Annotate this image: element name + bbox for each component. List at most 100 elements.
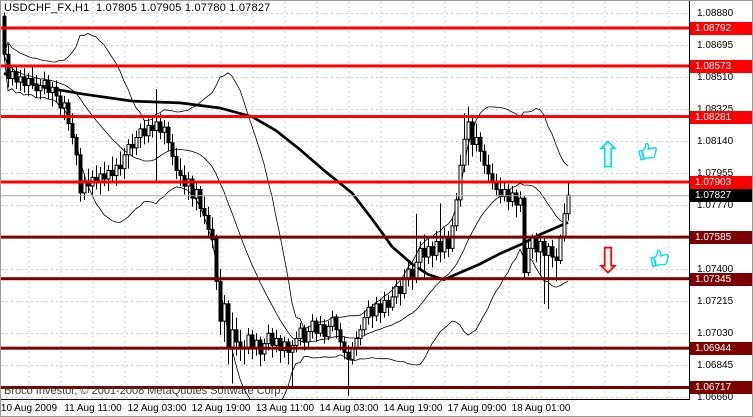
candle [470,121,475,145]
candle [318,324,323,334]
price-axis[interactable]: 1.08880 1.08695 1.08510 1.08325 1.08140 1.079… [690,1,752,403]
candles-layer [2,12,571,396]
candle [482,150,487,166]
candle [62,102,67,109]
candle [526,247,531,274]
candle [306,331,311,343]
candle [386,299,391,308]
candle [322,324,327,338]
level-line-resistance[interactable] [1,180,690,184]
down-arrow-icon[interactable]: ⇩ [593,241,623,282]
candle [314,320,319,334]
candle [18,76,23,83]
candle [10,71,15,80]
candle [230,329,235,348]
level-line-resistance[interactable] [1,26,690,30]
candle [438,240,443,253]
candle [142,128,147,137]
level-line-resistance[interactable] [1,64,690,68]
price-tick-label: 1.06660 [697,392,734,403]
candle [466,121,471,140]
thumbs-up-icon[interactable] [650,249,670,268]
candle [390,296,395,308]
candle [454,199,459,227]
price-tick-label: 1.07215 [697,296,734,307]
candle [382,299,387,313]
price-tick-label: 1.08880 [697,8,734,19]
candle [206,214,211,230]
level-price-label: 1.07345 [690,273,752,286]
candle [478,137,483,152]
level-price-label: 1.08792 [690,22,752,35]
candle [358,329,363,339]
candle [110,169,115,177]
candle [366,306,371,319]
level-price-label: 1.06717 [690,381,752,394]
candle [538,240,543,253]
candle [446,237,451,249]
candle [54,86,59,97]
time-tick-label: 12 Aug 03:00 [127,403,187,414]
level-line-support[interactable] [1,385,690,389]
candle [210,228,215,241]
level-price-label: 1.08281 [690,111,752,124]
candle [554,256,559,262]
candle [14,71,19,83]
candle [474,137,479,145]
up-arrow-icon[interactable]: ⇧ [593,135,623,176]
candle [154,121,159,132]
candle [298,327,303,339]
candle [30,78,35,85]
thumbs-up-icon[interactable] [638,142,658,161]
candle [334,317,339,331]
price-tick-label: 1.07770 [697,200,734,211]
time-tick-label: 14 Aug 03:00 [319,403,379,414]
candle [222,303,227,322]
candle [214,237,219,282]
candle [42,79,47,87]
candle [190,178,195,199]
price-tick-label: 1.07955 [697,168,734,179]
candle [126,143,131,156]
candle [502,188,507,197]
candle [422,247,427,258]
candle [282,341,287,352]
candle [486,164,491,175]
candle [202,208,207,216]
candle [66,102,71,125]
price-tick-label: 1.06845 [697,360,734,371]
level-line-support[interactable] [1,346,690,350]
candle [550,246,555,258]
thick-ma-line[interactable] [3,72,569,281]
time-tick-label: 11 Aug 11:00 [64,403,122,414]
current-price-label: 1.07827 [690,189,752,202]
candle [346,351,351,360]
level-price-label: 1.07903 [690,176,752,189]
price-tick-label: 1.08695 [697,40,734,51]
candle [198,188,203,210]
candle [38,85,43,92]
level-line-support[interactable] [1,235,690,239]
time-axis[interactable]: 10 Aug 2009 11 Aug 11:00 12 Aug 03:00 12 Au… [1,400,752,416]
candle [562,213,567,239]
level-line-support[interactable] [1,277,690,281]
candle [46,79,51,93]
candle [2,15,7,55]
candle [558,237,563,262]
candle [170,142,175,158]
candle [274,337,279,346]
candle [22,76,27,87]
candle [194,188,199,199]
plot-area[interactable] [1,1,690,416]
candle [326,325,331,338]
ohlc-readout: USDCHF_FX,H1 1.07805 1.07905 1.07780 1.0… [4,2,271,14]
candle [310,320,315,333]
candle [530,237,535,249]
candle [74,137,79,156]
price-tick-label: 1.08140 [697,136,734,147]
level-price-label: 1.06944 [690,342,752,355]
candle [150,124,155,132]
level-line-resistance[interactable] [1,115,690,119]
